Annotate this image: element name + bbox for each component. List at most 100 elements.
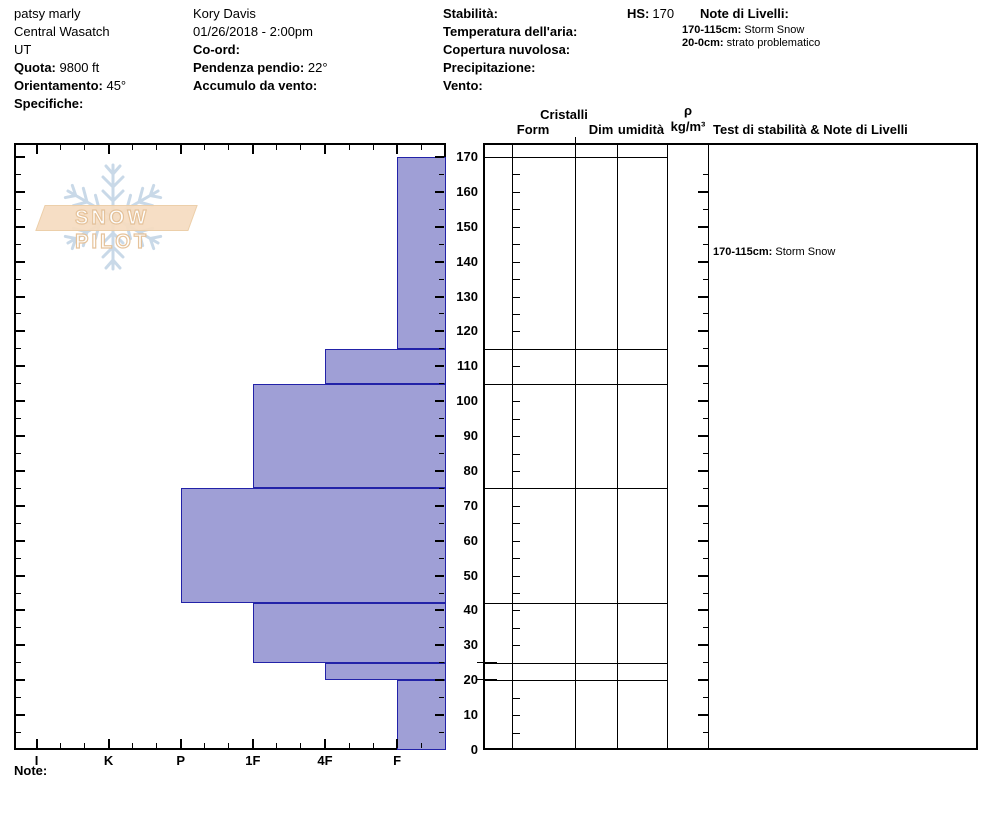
hardness-tick (156, 145, 158, 150)
hardness-tick (420, 743, 422, 748)
density-column-tick (698, 330, 708, 333)
density-column-tick (698, 679, 708, 682)
depth-tick (439, 208, 444, 210)
depth-axis-label: 100 (456, 393, 478, 409)
depth-axis-label: 110 (457, 358, 478, 374)
form-column-tick (513, 279, 520, 281)
header-pit-block: Kory Davis 01/26/2018 - 2:00pm Co-ord: P… (193, 5, 328, 95)
dim-column-header: Dim (588, 122, 614, 137)
air-temp-line: Temperatura dell'aria: (443, 24, 578, 39)
hardness-tick (60, 145, 62, 150)
depth-tick (435, 365, 444, 368)
hardness-tick (396, 145, 399, 154)
form-column-tick (513, 313, 520, 315)
form-column-tick (513, 575, 520, 577)
depth-tick (16, 574, 25, 577)
density-column-tick (698, 574, 708, 577)
density-column-tick (703, 592, 708, 594)
form-column-tick (513, 191, 520, 193)
density-column-tick (698, 295, 708, 298)
depth-tick (435, 295, 444, 298)
humidity-column-header: umidità (617, 122, 665, 137)
depth-tick (16, 365, 25, 368)
hardness-tick (107, 145, 110, 154)
depth-tick (439, 348, 444, 350)
depth-tick (16, 557, 21, 559)
depth-tick (16, 208, 21, 210)
form-column-tick (513, 453, 520, 455)
density-column-tick (698, 435, 708, 438)
note-label: Note: (14, 763, 48, 778)
density-column-tick (703, 453, 708, 454)
depth-tick (16, 260, 25, 263)
form-column-tick (513, 610, 520, 612)
density-column-tick (703, 732, 708, 734)
layer-boundary-line (483, 383, 667, 385)
density-column-tick (703, 208, 708, 210)
layer-notes-list: 170-115cm: Storm Snow 20-0cm: strato pro… (682, 24, 820, 50)
sky-cover-line: Copertura nuvolosa: (443, 42, 571, 57)
depth-tick (439, 243, 444, 245)
hardness-tick (107, 739, 110, 748)
hardness-axis-label: K (103, 753, 114, 768)
hardness-tick (156, 743, 158, 748)
depth-axis-label: 70 (463, 497, 478, 513)
form-column-tick (513, 244, 520, 246)
depth-tick (16, 679, 25, 682)
hardness-axis-label: 4F (317, 753, 333, 768)
wind-line: Vento: (443, 78, 483, 93)
form-column-tick (513, 348, 520, 350)
depth-tick (439, 173, 444, 175)
depth-axis-label: 10 (463, 707, 478, 723)
layer-boundary-mark (477, 679, 497, 681)
snow-layer-bar (397, 157, 446, 349)
hardness-tick (300, 743, 302, 748)
hardness-tick (60, 743, 62, 748)
form-column-tick (513, 296, 520, 298)
depth-tick (435, 714, 444, 717)
table-column-divider (575, 137, 576, 143)
depth-tick (439, 313, 444, 315)
header-weather-block: Stabilità: Temperatura dell'aria: Copert… (443, 5, 577, 95)
depth-tick (435, 644, 444, 647)
depth-tick (439, 697, 444, 699)
depth-tick (435, 190, 444, 193)
hardness-axis-label: P (176, 753, 186, 768)
form-column-tick (513, 418, 520, 420)
hardness-tick (276, 743, 278, 748)
density-column-tick (698, 225, 708, 228)
form-column-tick (513, 436, 520, 438)
layer-annotation-range: 170-115cm: (713, 245, 773, 258)
form-column-header: Form (516, 122, 550, 137)
form-column-tick (513, 331, 520, 333)
hardness-tick (372, 145, 374, 150)
form-column-tick (513, 680, 520, 682)
density-unit-header: kg/m³ (670, 119, 706, 134)
depth-tick (16, 348, 21, 350)
density-column-tick (703, 522, 708, 524)
form-column-tick (513, 540, 520, 542)
depth-axis-label: 150 (456, 218, 478, 234)
stability-line: Stabilità: (443, 6, 498, 21)
layer-table-box (483, 143, 978, 750)
depth-tick (439, 557, 444, 559)
density-column-tick (698, 365, 708, 368)
density-column-tick (703, 348, 708, 350)
hardness-tick (372, 743, 374, 748)
density-column-tick (698, 400, 708, 403)
form-column-tick (513, 174, 520, 176)
depth-tick (16, 539, 25, 542)
form-column-tick (513, 593, 520, 595)
depth-tick (435, 609, 444, 612)
depth-tick (435, 156, 444, 158)
layer-annotation-text: Storm Snow (772, 245, 836, 258)
form-column-tick (513, 627, 520, 629)
hs-line: HS: 170 (627, 6, 675, 21)
density-column-tick (703, 173, 708, 175)
layer-boundary-line (483, 662, 667, 664)
layer-boundary-line (483, 157, 667, 158)
depth-tick (439, 627, 444, 629)
density-column-tick (698, 504, 708, 507)
depth-tick (16, 609, 25, 612)
density-column-tick (703, 557, 708, 559)
